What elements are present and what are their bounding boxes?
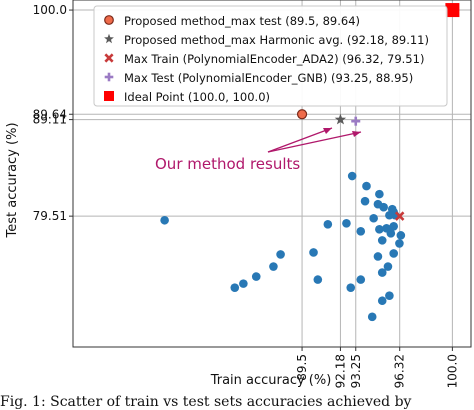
data-point bbox=[269, 262, 278, 271]
data-point bbox=[239, 279, 248, 288]
data-point bbox=[356, 275, 366, 284]
y-tick-label: 89.64 bbox=[33, 107, 67, 121]
data-point bbox=[251, 272, 261, 281]
y-tick-label: 100.0 bbox=[33, 3, 67, 17]
legend-entry-text: Ideal Point (100.0, 100.0) bbox=[124, 90, 270, 104]
y-tick-label: 89.11 bbox=[33, 113, 67, 127]
data-point bbox=[367, 312, 377, 322]
y-axis-label: Test accuracy (%) bbox=[5, 122, 20, 238]
data-point bbox=[356, 227, 366, 236]
data-point bbox=[385, 210, 394, 220]
data-point bbox=[347, 171, 357, 181]
data-point bbox=[346, 283, 356, 292]
annotation-arrow-2 bbox=[267, 131, 362, 153]
highlight-points bbox=[296, 3, 460, 221]
legend: Proposed method_max test (89.5, 89.64) Pr… bbox=[93, 5, 448, 107]
x-axis-label: Train accuracy (%) bbox=[210, 373, 332, 388]
x-tick-label: 93.25 bbox=[349, 354, 363, 388]
plot-frame bbox=[72, 0, 472, 348]
data-point bbox=[389, 222, 398, 231]
highlight-plus-marker bbox=[351, 116, 361, 126]
data-point bbox=[389, 249, 398, 258]
x-axis-ticks: 89.5 92.18 93.25 96.32 100.0 bbox=[295, 347, 459, 388]
data-point bbox=[375, 189, 384, 199]
legend-box bbox=[93, 5, 448, 107]
x-tick-label: 89.5 bbox=[295, 354, 309, 381]
data-point bbox=[360, 196, 370, 206]
data-point bbox=[386, 229, 396, 238]
legend-entry-text: Proposed method_max test (89.5, 89.64) bbox=[124, 14, 360, 28]
highlight-x-marker bbox=[394, 211, 405, 221]
annotation-arrowhead-1 bbox=[323, 128, 332, 134]
annotation-arrowhead-2 bbox=[352, 131, 361, 137]
data-point bbox=[375, 225, 384, 234]
annotation-arrow-1 bbox=[267, 127, 333, 153]
legend-entry-text: Max Train (PolynomialEncoder_ADA2) (96.3… bbox=[124, 52, 424, 66]
x-tick-label: 96.32 bbox=[393, 354, 407, 388]
legend-x-marker bbox=[104, 53, 114, 63]
data-point bbox=[313, 275, 323, 284]
annotation-text: Our method results bbox=[155, 155, 300, 173]
data-point bbox=[342, 218, 351, 228]
data-point bbox=[383, 262, 393, 271]
data-point bbox=[362, 181, 371, 191]
data-point bbox=[373, 252, 383, 261]
data-points bbox=[160, 171, 406, 322]
highlight-star-marker bbox=[334, 113, 347, 125]
data-point bbox=[323, 219, 333, 229]
highlight-circle-marker bbox=[296, 109, 308, 120]
data-point bbox=[377, 296, 387, 306]
x-tick-label: 92.18 bbox=[333, 354, 347, 388]
data-point bbox=[385, 291, 394, 301]
data-point bbox=[395, 239, 404, 248]
annotation: Our method results bbox=[155, 127, 362, 173]
figure-caption: Fig. 1: Scatter of train vs test sets ac… bbox=[0, 394, 412, 410]
legend-star-marker bbox=[104, 33, 114, 44]
x-tick-label: 100.0 bbox=[445, 354, 459, 388]
data-point bbox=[160, 215, 169, 225]
legend-plus-marker bbox=[104, 72, 114, 82]
data-point bbox=[369, 213, 378, 223]
data-point bbox=[377, 236, 387, 245]
highlight-square-marker bbox=[445, 3, 460, 18]
y-tick-label: 79.51 bbox=[33, 209, 67, 223]
legend-entry-text: Max Test (PolynomialEncoder_GNB) (93.25,… bbox=[124, 71, 413, 85]
legend-entry-text: Proposed method_max Harmonic avg. (92.18… bbox=[124, 33, 429, 47]
legend-square-marker bbox=[104, 91, 114, 101]
data-point bbox=[377, 268, 387, 277]
data-point bbox=[230, 283, 240, 292]
data-point bbox=[373, 199, 383, 209]
legend-circle-marker bbox=[104, 15, 114, 25]
data-point bbox=[396, 231, 406, 240]
data-point bbox=[309, 248, 318, 257]
data-point bbox=[276, 250, 285, 259]
